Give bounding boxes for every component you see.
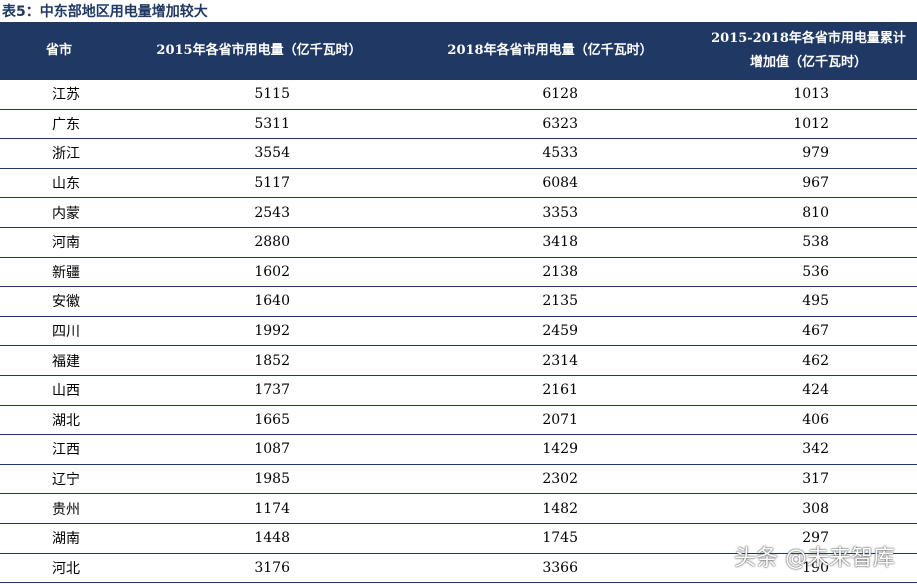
province-cell: 湖南 <box>0 523 118 554</box>
table-row: 浙江 3554 4533 979 <box>0 138 917 169</box>
number-cell: 3176 <box>118 553 400 584</box>
province-cell: 内蒙 <box>0 197 118 228</box>
province-cell: 河北 <box>0 553 118 584</box>
province-cell: 新疆 <box>0 257 118 288</box>
number-cell: 5311 <box>118 109 400 140</box>
number-cell: 3418 <box>400 227 700 258</box>
table-row: 安徽 1640 2135 495 <box>0 286 917 317</box>
number-cell: 979 <box>700 138 917 169</box>
table-row: 山西 1737 2161 424 <box>0 375 917 406</box>
number-cell: 1737 <box>118 375 400 406</box>
number-cell: 1087 <box>118 434 400 465</box>
number-cell: 1429 <box>400 434 700 465</box>
number-cell: 967 <box>700 168 917 199</box>
number-cell: 6323 <box>400 109 700 140</box>
number-cell: 1482 <box>400 493 700 524</box>
number-cell: 2459 <box>400 316 700 347</box>
watermark: 头条 @未来智库 <box>734 546 895 571</box>
number-cell: 2543 <box>118 197 400 228</box>
number-cell: 317 <box>700 464 917 495</box>
number-cell: 2314 <box>400 345 700 376</box>
table-row: 四川 1992 2459 467 <box>0 316 917 347</box>
number-cell: 2138 <box>400 257 700 288</box>
province-cell: 福建 <box>0 345 118 376</box>
table-body: 江苏 5115 6128 1013 广东 5311 6323 1012 浙江 3554 4533 97… <box>0 80 917 584</box>
table-row: 湖南 1448 1745 297 <box>0 523 917 554</box>
number-cell: 2135 <box>400 286 700 317</box>
number-cell: 342 <box>700 434 917 465</box>
table-row: 湖北 1665 2071 406 <box>0 405 917 436</box>
number-cell: 5115 <box>118 80 400 110</box>
province-cell: 山东 <box>0 168 118 199</box>
province-cell: 贵州 <box>0 493 118 524</box>
number-cell: 1745 <box>400 523 700 554</box>
number-cell: 4533 <box>400 138 700 169</box>
number-cell: 308 <box>700 493 917 524</box>
table-row: 贵州 1174 1482 308 <box>0 493 917 524</box>
table-row: 新疆 1602 2138 536 <box>0 257 917 288</box>
number-cell: 467 <box>700 316 917 347</box>
number-cell: 6084 <box>400 168 700 199</box>
number-cell: 1602 <box>118 257 400 288</box>
table-row: 辽宁 1985 2302 317 <box>0 464 917 495</box>
number-cell: 424 <box>700 375 917 406</box>
number-cell: 3554 <box>118 138 400 169</box>
number-cell: 5117 <box>118 168 400 199</box>
table-row: 河南 2880 3418 538 <box>0 227 917 258</box>
province-cell: 四川 <box>0 316 118 347</box>
header-row: 省市 2015年各省市用电量（亿千瓦时） 2018年各省市用电量（亿千瓦时） 2015… <box>0 22 917 80</box>
province-cell: 辽宁 <box>0 464 118 495</box>
number-cell: 2302 <box>400 464 700 495</box>
data-table: 省市 2015年各省市用电量（亿千瓦时） 2018年各省市用电量（亿千瓦时） 2015… <box>0 22 917 584</box>
number-cell: 406 <box>700 405 917 436</box>
number-cell: 297 <box>700 523 917 554</box>
number-cell: 1852 <box>118 345 400 376</box>
table-row: 福建 1852 2314 462 <box>0 345 917 376</box>
province-cell: 湖北 <box>0 405 118 436</box>
table-title: 表5：中东部地区用电量增加较大 <box>2 4 208 20</box>
header-cell: 2015年各省市用电量（亿千瓦时） <box>118 22 400 80</box>
number-cell: 1174 <box>118 493 400 524</box>
table-row: 江西 1087 1429 342 <box>0 434 917 465</box>
number-cell: 6128 <box>400 80 700 110</box>
number-cell: 3353 <box>400 197 700 228</box>
table-row: 河北 3176 3366 190 <box>0 553 917 584</box>
number-cell: 2161 <box>400 375 700 406</box>
number-cell: 495 <box>700 286 917 317</box>
number-cell: 1640 <box>118 286 400 317</box>
table-row: 广东 5311 6323 1012 <box>0 109 917 140</box>
header-cell: 省市 <box>0 22 118 80</box>
number-cell: 190 <box>700 553 917 584</box>
table-row: 山东 5117 6084 967 <box>0 168 917 199</box>
number-cell: 1448 <box>118 523 400 554</box>
table-row: 江苏 5115 6128 1013 <box>0 80 917 110</box>
number-cell: 1985 <box>118 464 400 495</box>
number-cell: 3366 <box>400 553 700 584</box>
table-row: 内蒙 2543 3353 810 <box>0 197 917 228</box>
number-cell: 1665 <box>118 405 400 436</box>
province-cell: 安徽 <box>0 286 118 317</box>
province-cell: 浙江 <box>0 138 118 169</box>
header-cell: 2015-2018年各省市用电量累计增加值（亿千瓦时） <box>700 22 917 80</box>
number-cell: 1013 <box>700 80 917 110</box>
number-cell: 2071 <box>400 405 700 436</box>
province-cell: 河南 <box>0 227 118 258</box>
number-cell: 1012 <box>700 109 917 140</box>
number-cell: 462 <box>700 345 917 376</box>
number-cell: 538 <box>700 227 917 258</box>
province-cell: 江西 <box>0 434 118 465</box>
number-cell: 2880 <box>118 227 400 258</box>
header-cell: 2018年各省市用电量（亿千瓦时） <box>400 22 700 80</box>
number-cell: 1992 <box>118 316 400 347</box>
province-cell: 山西 <box>0 375 118 406</box>
number-cell: 810 <box>700 197 917 228</box>
province-cell: 广东 <box>0 109 118 140</box>
number-cell: 536 <box>700 257 917 288</box>
province-cell: 江苏 <box>0 80 118 110</box>
